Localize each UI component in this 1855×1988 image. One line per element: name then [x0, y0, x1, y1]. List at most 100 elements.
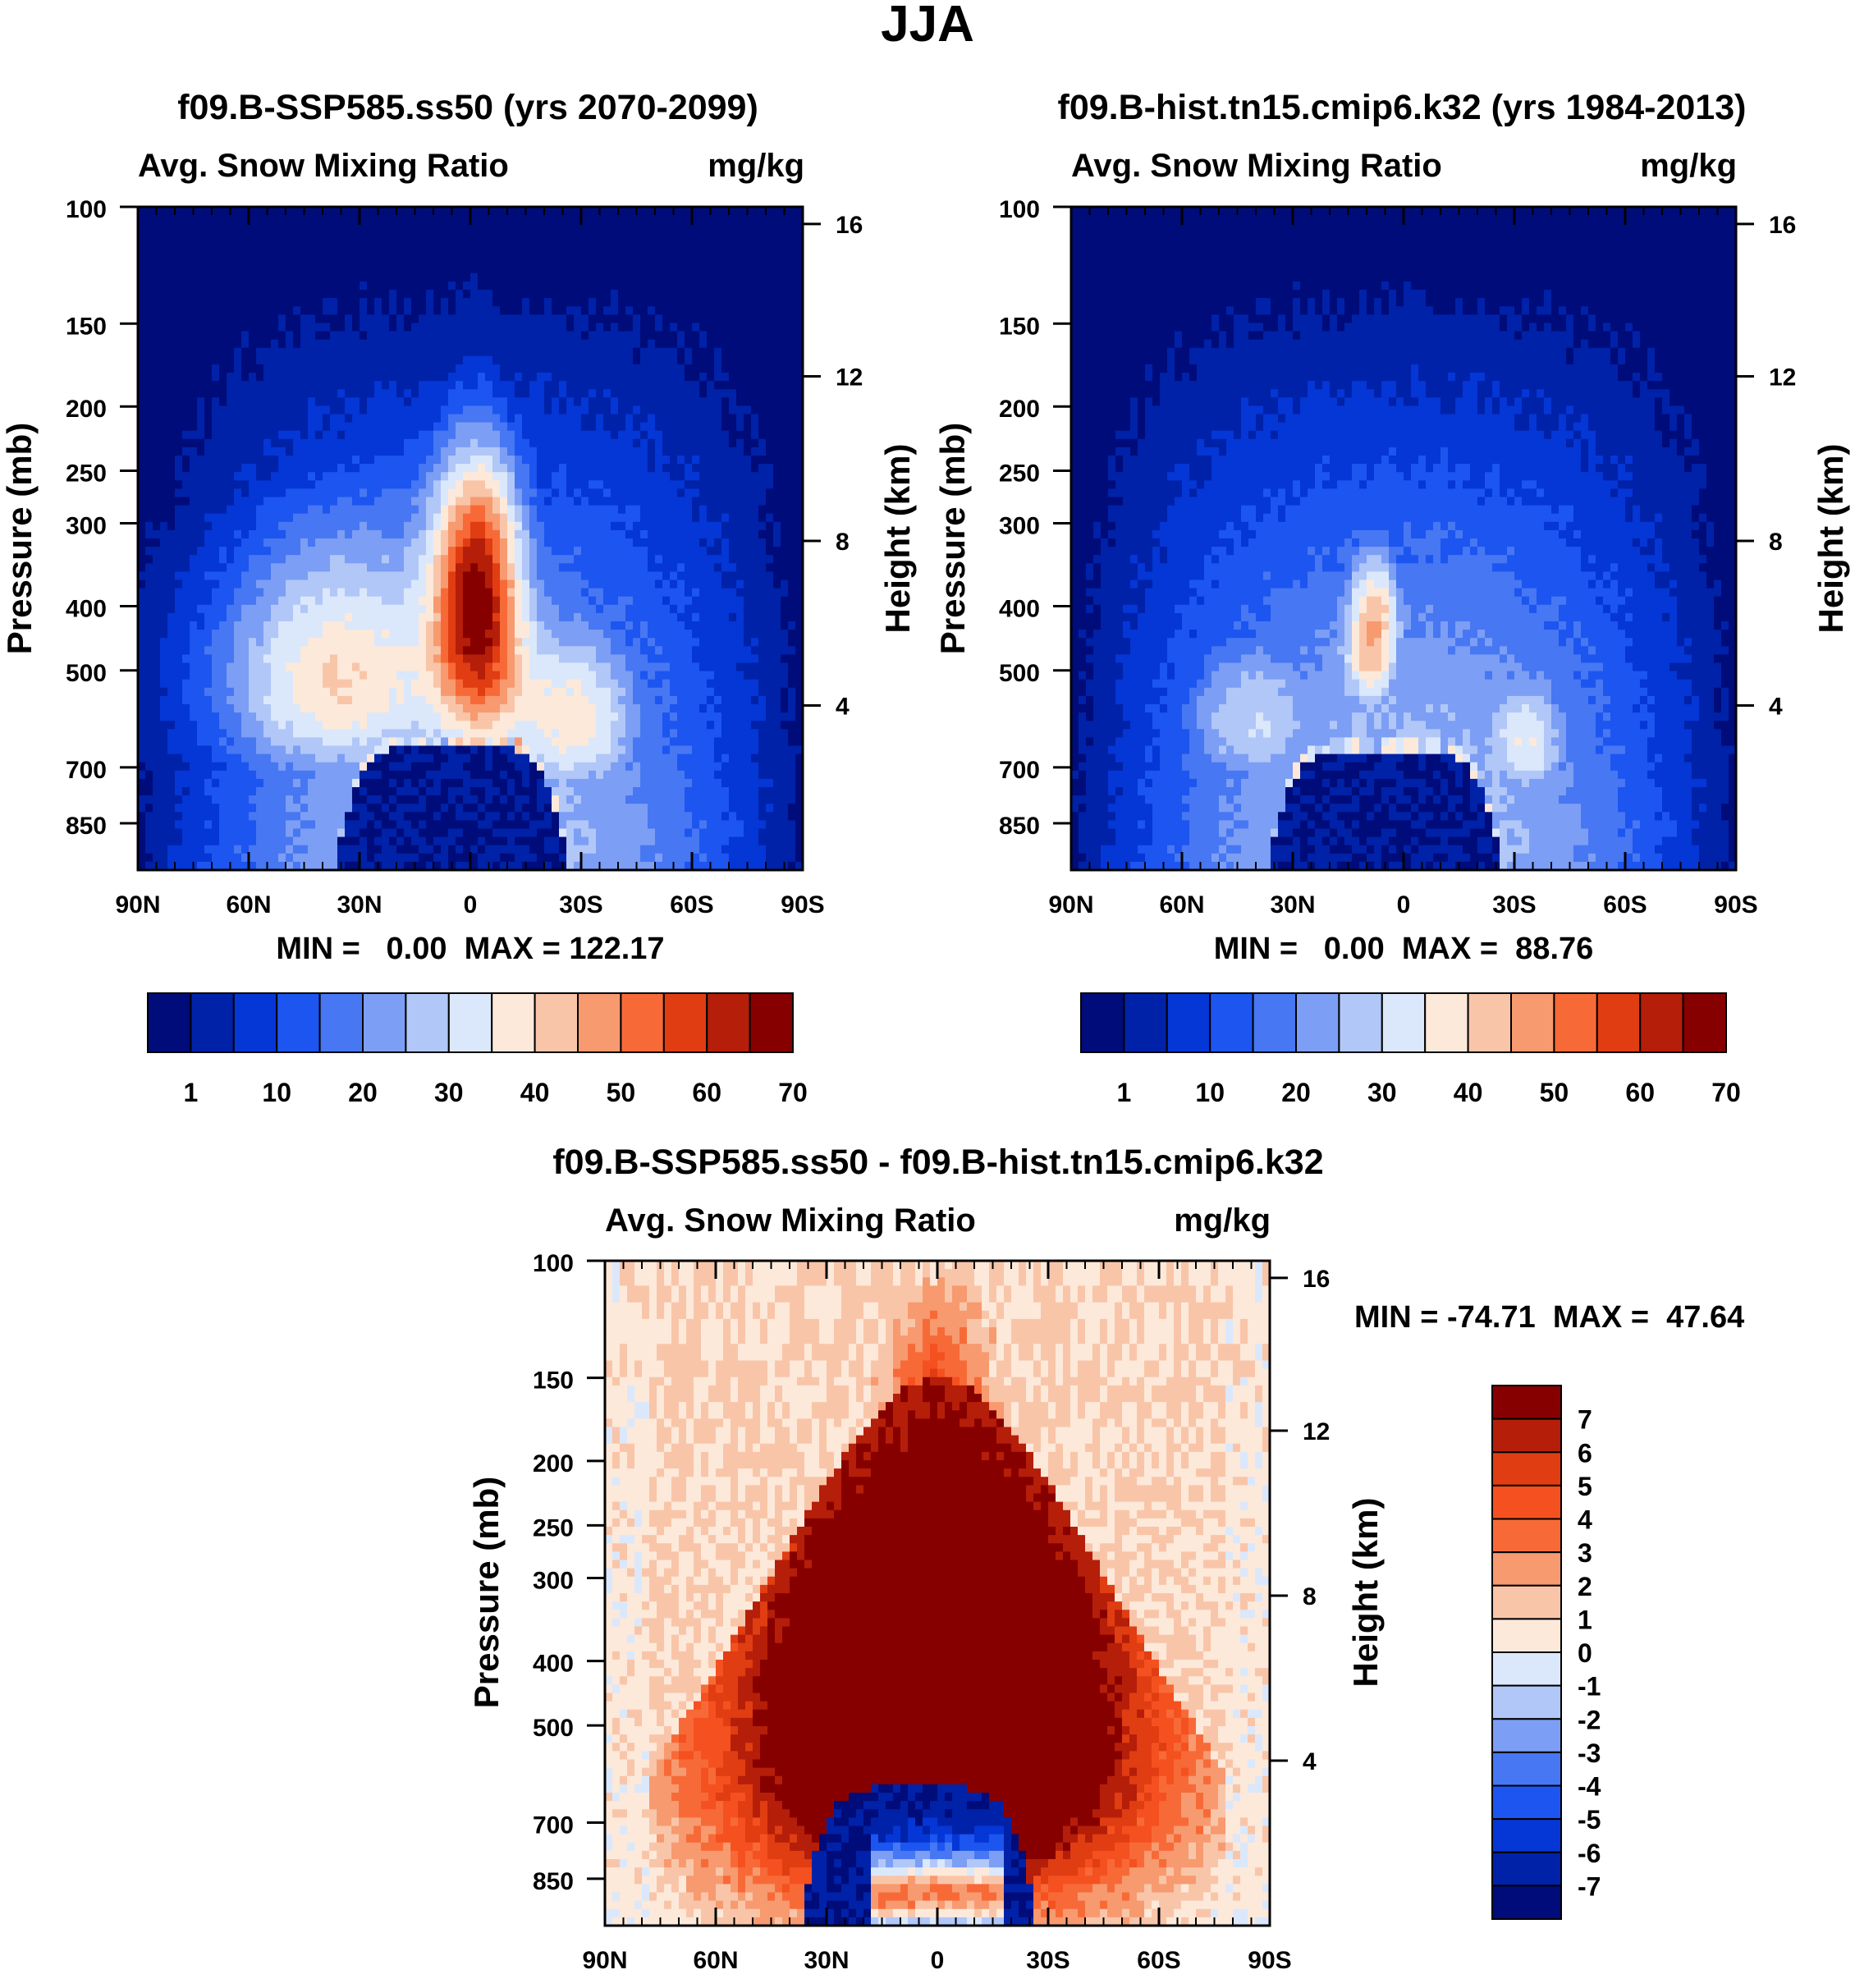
contour-cell — [729, 381, 737, 390]
contour-cell — [167, 538, 176, 547]
contour-cell — [278, 414, 286, 424]
contour-cell — [204, 646, 213, 655]
contour-cell — [167, 497, 176, 506]
contour-cell — [300, 654, 309, 664]
contour-cell — [625, 389, 634, 398]
contour-cell — [640, 381, 648, 390]
contour-cell — [670, 571, 678, 581]
contour-cell — [374, 612, 382, 622]
contour-cell — [670, 264, 678, 274]
contour-cell — [389, 223, 397, 232]
contour-cell — [537, 281, 545, 291]
contour-cell — [699, 646, 708, 655]
contour-cell — [736, 430, 744, 440]
contour-cell — [781, 248, 789, 258]
contour-cell — [426, 571, 434, 581]
contour-cell — [470, 563, 479, 572]
contour-cell — [736, 373, 744, 382]
contour-cell — [411, 472, 419, 481]
contour-cell — [263, 488, 272, 498]
contour-cell — [581, 538, 589, 547]
contour-cell — [160, 215, 168, 224]
contour-cell — [544, 646, 552, 655]
contour-cell — [744, 240, 752, 250]
contour-cell — [300, 373, 309, 382]
contour-cell — [795, 505, 804, 515]
contour-cell — [234, 654, 242, 664]
contour-cell — [729, 215, 737, 224]
contour-cell — [559, 447, 567, 456]
contour-cell — [729, 364, 737, 373]
contour-cell — [448, 331, 456, 341]
contour-cell — [396, 646, 405, 655]
contour-cell — [411, 513, 419, 523]
contour-cell — [227, 298, 235, 307]
contour-cell — [766, 555, 774, 564]
contour-cell — [145, 438, 153, 448]
contour-cell — [611, 488, 619, 498]
contour-cell — [758, 505, 767, 515]
contour-cell — [633, 430, 641, 440]
contour-cell — [692, 422, 700, 432]
contour-cell — [559, 480, 567, 489]
contour-cell — [685, 389, 693, 398]
contour-cell — [478, 364, 486, 373]
contour-cell — [345, 207, 353, 216]
contour-cell — [500, 281, 508, 291]
contour-cell — [566, 264, 575, 274]
contour-cell — [433, 248, 442, 258]
contour-cell — [337, 662, 346, 672]
contour-cell — [795, 480, 804, 489]
contour-cell — [426, 472, 434, 481]
contour-cell — [773, 323, 781, 332]
contour-cell — [574, 538, 582, 547]
contour-cell — [227, 248, 235, 258]
contour-cell — [330, 422, 338, 432]
contour-cell — [625, 521, 634, 531]
contour-cell — [441, 240, 449, 250]
contour-cell — [293, 547, 301, 556]
contour-cell — [685, 430, 693, 440]
contour-cell — [352, 306, 360, 315]
contour-cell — [219, 456, 227, 465]
contour-cell — [227, 571, 235, 581]
contour-cell — [419, 513, 427, 523]
contour-cell — [670, 331, 678, 341]
contour-cell — [500, 488, 508, 498]
contour-cell — [766, 347, 774, 357]
contour-cell — [330, 405, 338, 415]
contour-cell — [300, 314, 309, 323]
contour-cell — [263, 596, 272, 606]
contour-cell — [618, 364, 626, 373]
contour-cell — [529, 323, 538, 332]
contour-cell — [788, 438, 796, 448]
contour-cell — [699, 464, 708, 473]
contour-cell — [485, 339, 493, 349]
contour-cell — [603, 298, 611, 307]
contour-cell — [566, 447, 575, 456]
contour-cell — [256, 638, 264, 647]
contour-cell — [456, 355, 464, 365]
contour-cell — [721, 314, 730, 323]
contour-cell — [293, 563, 301, 572]
contour-cell — [662, 281, 671, 291]
contour-cell — [788, 630, 796, 639]
contour-cell — [234, 381, 242, 390]
contour-cell — [404, 298, 412, 307]
contour-cell — [478, 331, 486, 341]
contour-cell — [685, 331, 693, 341]
contour-cell — [463, 638, 471, 647]
contour-cell — [323, 306, 331, 315]
contour-cell — [603, 264, 611, 274]
contour-cell — [323, 373, 331, 382]
contour-cell — [758, 555, 767, 564]
contour-cell — [271, 314, 279, 323]
contour-cell — [337, 513, 346, 523]
contour-cell — [685, 264, 693, 274]
contour-cell — [773, 298, 781, 307]
contour-cell — [167, 397, 176, 406]
contour-cell — [286, 248, 294, 258]
contour-cell — [441, 547, 449, 556]
contour-cell — [699, 290, 708, 299]
contour-cell — [411, 405, 419, 415]
